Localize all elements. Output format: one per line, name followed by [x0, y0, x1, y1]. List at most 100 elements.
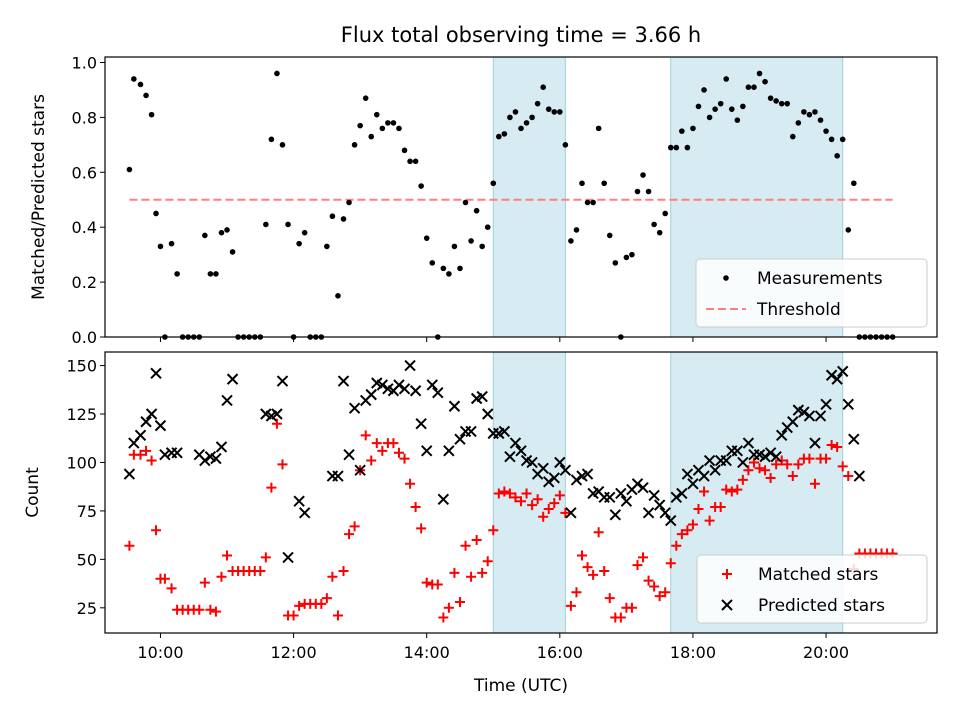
data-point — [512, 109, 519, 115]
data-point — [532, 494, 543, 505]
data-point — [809, 478, 820, 489]
y-tick-label: 1.0 — [72, 53, 97, 72]
series-measurements — [126, 70, 896, 340]
x-axis-label: Time (UTC) — [473, 676, 568, 696]
data-point — [640, 172, 646, 178]
data-point — [205, 604, 216, 615]
data-point — [465, 425, 477, 438]
data-point — [454, 433, 466, 445]
y-tick-label: 75 — [77, 502, 97, 521]
data-point — [662, 210, 669, 217]
data-point — [793, 459, 804, 470]
data-point — [396, 125, 402, 132]
data-point — [534, 100, 541, 107]
data-point — [643, 575, 654, 586]
data-point — [146, 455, 157, 466]
data-point — [581, 468, 594, 480]
data-point — [499, 486, 510, 497]
data-point — [215, 441, 228, 453]
data-point — [571, 587, 582, 598]
data-point — [626, 602, 637, 613]
legend-label: Predicted stars — [758, 596, 885, 616]
data-point — [798, 406, 810, 418]
data-point — [540, 84, 546, 90]
data-point — [742, 437, 755, 449]
data-point — [145, 408, 158, 420]
data-point — [377, 445, 388, 456]
data-point — [405, 478, 416, 489]
data-point — [690, 125, 696, 132]
data-point — [538, 511, 549, 522]
data-point — [446, 271, 452, 277]
data-point — [141, 445, 152, 456]
data-point — [673, 144, 680, 151]
data-point — [604, 491, 616, 504]
data-point — [335, 293, 341, 299]
data-point — [828, 136, 835, 143]
data-point — [667, 144, 674, 151]
data-point — [166, 583, 177, 594]
data-point — [609, 509, 622, 521]
data-point — [665, 514, 677, 527]
series-predicted-stars — [123, 359, 866, 564]
data-point — [423, 235, 430, 241]
data-point — [834, 153, 840, 159]
data-point — [823, 128, 829, 134]
data-point — [726, 486, 737, 497]
data-point — [194, 604, 205, 615]
data-point — [671, 540, 682, 551]
data-point — [565, 507, 577, 519]
data-point — [549, 498, 560, 509]
data-point — [721, 484, 732, 495]
data-point — [648, 489, 660, 502]
y-tick-label: 25 — [77, 599, 97, 618]
data-point — [473, 207, 480, 214]
bottom-panel: 25 50 75 100 125 150 10:00 12:00 14:00 16:00 18:00… — [23, 351, 938, 696]
data-point — [737, 474, 748, 485]
data-point — [360, 430, 371, 441]
legend-marker-dot — [723, 275, 729, 281]
data-point — [151, 525, 162, 536]
data-point — [343, 449, 355, 461]
data-point — [437, 493, 450, 505]
data-point — [771, 459, 782, 470]
data-point — [676, 529, 687, 540]
data-point — [293, 495, 305, 507]
data-point — [787, 471, 798, 482]
y-tick-label: 100 — [66, 453, 97, 472]
data-point — [773, 98, 779, 104]
data-point — [454, 596, 465, 607]
data-point — [704, 515, 715, 526]
legend: Matched stars Predicted stars — [696, 554, 928, 624]
data-point — [615, 487, 627, 500]
data-point — [140, 416, 152, 428]
data-point — [409, 385, 422, 397]
data-point — [282, 551, 294, 564]
data-point — [821, 453, 832, 464]
data-point — [484, 224, 491, 230]
data-point — [537, 462, 549, 474]
y-axis-label: Matched/Predicted stars — [29, 94, 49, 300]
data-point — [321, 593, 332, 604]
data-point — [712, 106, 718, 112]
data-point — [337, 375, 350, 387]
legend-label: Threshold — [756, 300, 841, 320]
data-point — [842, 398, 854, 411]
data-point — [371, 438, 382, 449]
data-point — [645, 188, 652, 195]
data-point — [398, 383, 411, 395]
data-point — [443, 445, 455, 457]
data-point — [340, 216, 347, 222]
data-point — [518, 125, 524, 132]
data-point — [354, 464, 366, 476]
data-point — [134, 429, 147, 442]
legend-label: Measurements — [757, 269, 883, 289]
data-point — [612, 260, 619, 266]
data-point — [795, 120, 802, 126]
data-point — [268, 136, 275, 143]
data-point — [731, 445, 744, 457]
data-point — [490, 180, 497, 187]
data-point — [848, 433, 860, 445]
data-point — [687, 478, 699, 490]
data-point — [804, 453, 815, 464]
